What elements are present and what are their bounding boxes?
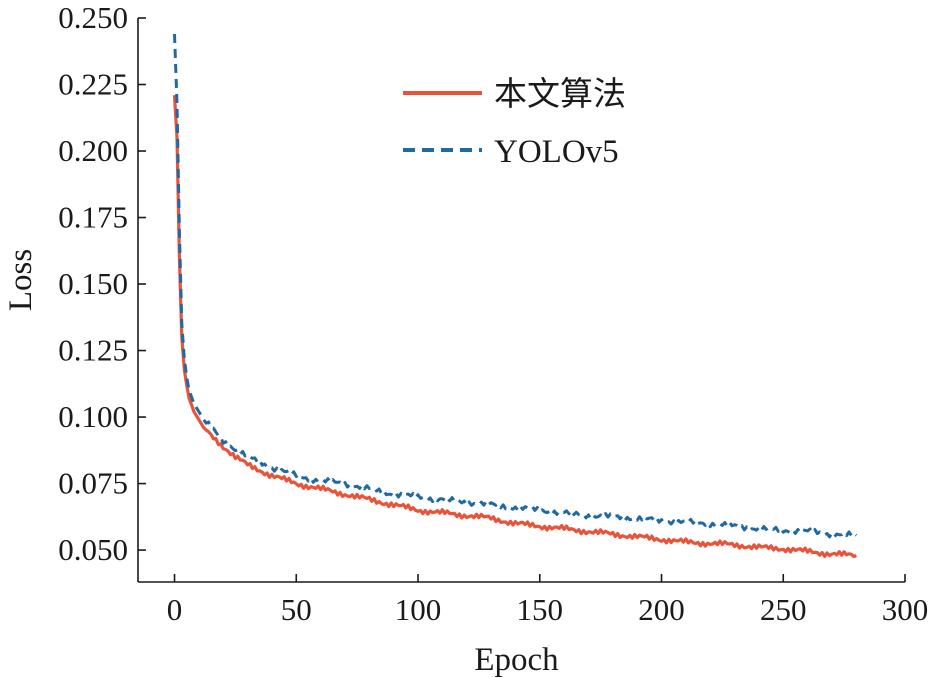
y-tick-label: 0.225 [58,67,128,102]
legend: 本文算法 YOLOv5 [403,76,626,170]
x-tick-label: 250 [760,592,807,627]
y-tick-label: 0.125 [58,333,128,368]
x-tick-label: 150 [517,592,564,627]
series-line-0 [172,95,858,559]
y-axis-title: Loss [3,249,39,311]
y-tick-label: 0.150 [58,266,128,301]
y-tick-label: 0.100 [58,399,128,434]
x-tick-label: 300 [882,592,929,627]
y-tick-label: 0.200 [58,133,128,168]
series-layer [172,33,858,559]
x-axis-title: Epoch [474,642,559,678]
legend-label-series-0: 本文算法 [494,76,626,113]
legend-label-series-1: YOLOv5 [494,134,619,170]
x-tick-label: 0 [167,592,183,627]
x-tick-label: 100 [395,592,442,627]
y-tick-label: 0.075 [58,466,128,501]
y-tick-label: 0.175 [58,200,128,235]
x-ticks: 0 50 100 150 200 250 300 [167,574,928,627]
axes [137,18,905,583]
x-tick-label: 200 [638,592,685,627]
y-tick-label: 0.050 [58,532,128,567]
series-line-1 [173,33,858,539]
y-ticks: 0.050 0.075 0.100 0.125 0.150 0.175 0.200 0.225… [58,0,146,567]
y-tick-label: 0.250 [58,0,128,35]
x-tick-label: 50 [281,592,312,627]
